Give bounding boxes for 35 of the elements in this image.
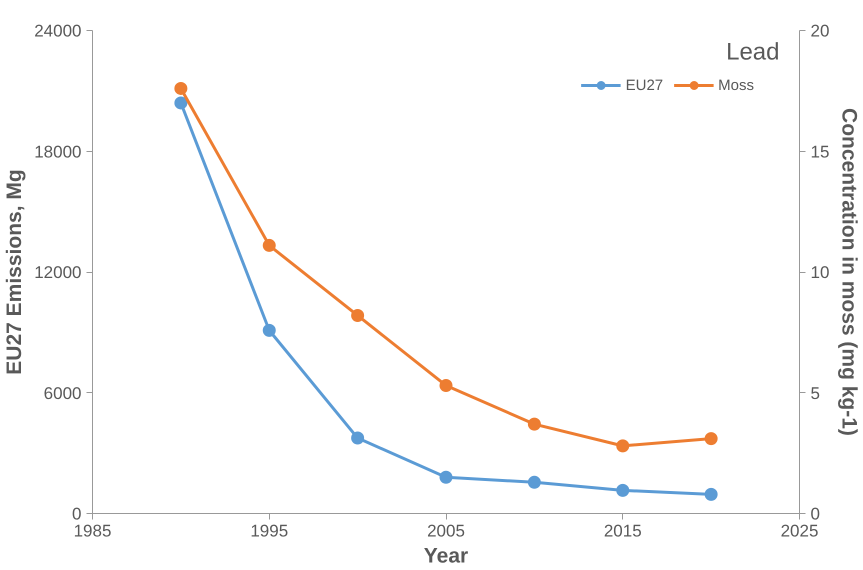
legend-label: Moss (718, 76, 754, 94)
point (440, 470, 452, 484)
point (440, 379, 452, 392)
y2-axis-title: Concentration in moss (mg kg-1) (837, 108, 860, 436)
y2-tick-label: 5 (810, 384, 820, 403)
y-tick-label: 6000 (44, 384, 82, 403)
y-tick-label: 24000 (34, 22, 82, 40)
x-tick-label: 2025 (780, 522, 818, 540)
x-tick-label: 1995 (250, 522, 288, 540)
y-tick-label: 18000 (34, 142, 82, 162)
y2-tick-label: 10 (810, 263, 830, 282)
y-tick-label: 12000 (34, 263, 82, 282)
point (528, 476, 541, 489)
point (528, 418, 541, 431)
x-axis-title: Year (424, 544, 468, 568)
x-tick-label: 1985 (74, 522, 112, 540)
y2-tick-label: 0 (810, 504, 820, 524)
point (174, 96, 188, 110)
annotation: Lead (726, 38, 780, 66)
point (174, 82, 188, 95)
point (704, 432, 718, 446)
point (704, 488, 718, 501)
y-tick-label: 0 (72, 504, 82, 524)
x-tick-label: 2015 (604, 522, 642, 540)
y2-tick-label: 20 (810, 22, 830, 40)
point (616, 439, 630, 452)
point (351, 432, 364, 445)
x-tick-label: 2005 (427, 522, 465, 540)
y2-tick-label: 15 (810, 142, 830, 162)
y-axis-title: EU27 Emissions, Mg (3, 169, 26, 375)
point (262, 238, 276, 252)
point (351, 308, 364, 322)
legend-label: EU27 (626, 76, 664, 94)
point (616, 484, 630, 497)
point (262, 324, 276, 337)
